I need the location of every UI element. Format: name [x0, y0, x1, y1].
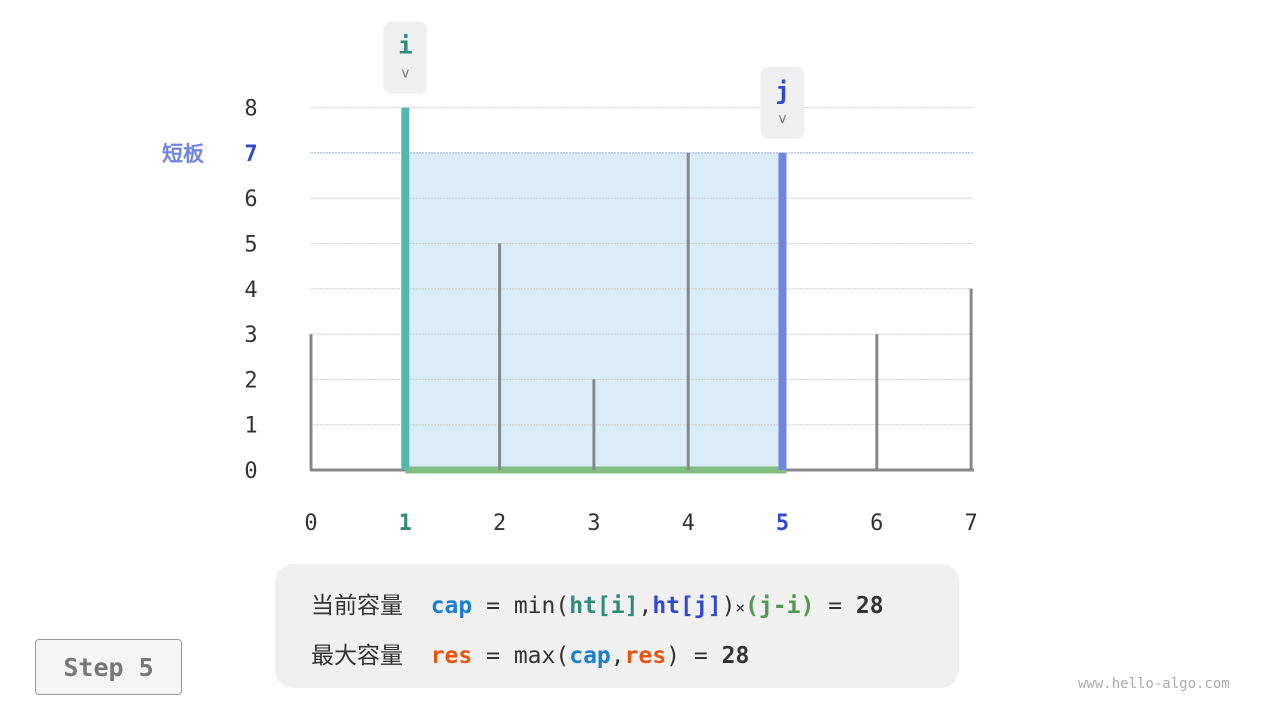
res-result: 28	[721, 643, 750, 669]
x-tick-label: 5	[776, 511, 789, 536]
cap-label: 当前容量	[311, 593, 403, 619]
comma: ,	[638, 593, 653, 619]
ht-i: ht[i]	[569, 593, 639, 619]
y-tick-label: 5	[244, 233, 257, 258]
y-tick-label: 3	[244, 323, 257, 348]
formula-cap: 当前容量 cap = min(ht[i],ht[j])×(j-i) = 28	[311, 586, 884, 620]
y-tick-label: 0	[244, 459, 257, 484]
pointer-j-box	[760, 66, 805, 139]
x-tick-label: 0	[304, 511, 317, 536]
short-board-label: 短板	[162, 142, 205, 166]
res-arg: res	[624, 643, 667, 669]
x-tick-label: 6	[870, 511, 883, 536]
comma: ,	[610, 643, 625, 669]
eq: =	[693, 643, 708, 669]
x-tick-label: 2	[493, 511, 506, 536]
watermark: www.hello-algo.com	[1078, 676, 1230, 692]
formula-panel: 当前容量 cap = min(ht[i],ht[j])×(j-i) = 28 最…	[275, 564, 959, 688]
res-label: 最大容量	[311, 643, 403, 669]
x-tick-label: 4	[682, 511, 695, 536]
min-fn: min(	[513, 593, 570, 619]
width-term: (j-i)	[745, 593, 815, 619]
y-tick-label: 7	[244, 142, 257, 167]
cap-var: cap	[430, 593, 473, 619]
y-tick-label: 8	[244, 97, 257, 122]
pointer-j-label: j	[775, 77, 789, 105]
times: ×	[735, 598, 746, 617]
y-tick-label: 6	[244, 187, 257, 212]
pointer-arrow-icon: v	[401, 66, 409, 82]
eq: =	[486, 643, 500, 669]
max-fn: max(	[513, 643, 570, 669]
formula-res: 最大容量 res = max(cap,res) = 28	[311, 636, 749, 670]
step-button[interactable]: Step 5	[35, 639, 182, 695]
eq: =	[486, 593, 500, 619]
pointer-i-label: i	[398, 32, 412, 60]
eq: =	[828, 593, 843, 619]
y-tick-label: 1	[244, 414, 257, 439]
paren: )	[721, 593, 736, 619]
y-tick-label: 4	[244, 278, 257, 303]
x-tick-label: 3	[587, 511, 600, 536]
x-tick-label: 1	[399, 511, 412, 536]
cap-result: 28	[855, 593, 884, 619]
cap-arg: cap	[569, 643, 611, 669]
paren: )	[666, 643, 681, 669]
res-var: res	[430, 643, 473, 669]
pointer-arrow-icon: v	[778, 111, 786, 127]
y-tick-label: 2	[244, 368, 257, 393]
ht-j: ht[j]	[652, 593, 722, 619]
x-tick-label: 7	[964, 511, 977, 536]
pointer-i-box	[383, 21, 428, 94]
